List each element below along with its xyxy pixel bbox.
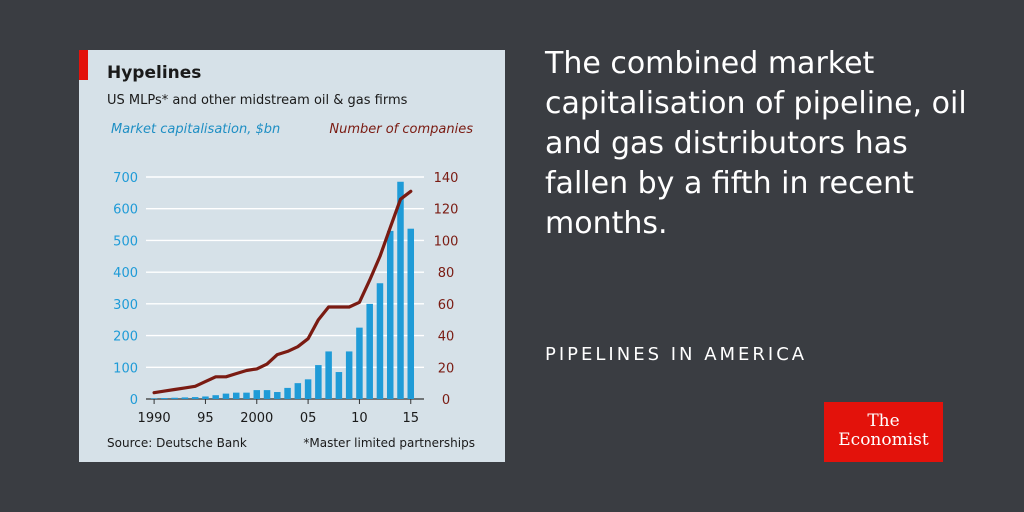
bar-market-cap <box>222 393 230 399</box>
right-tick-label: 120 <box>434 203 459 218</box>
left-tick-label: 400 <box>113 266 138 281</box>
left-tick-label: 300 <box>113 298 138 313</box>
left-axis-label: Market capitalisation, $bn <box>111 122 281 137</box>
left-tick-label: 600 <box>113 203 138 218</box>
chart-title: Hypelines <box>107 63 202 83</box>
footnote: *Master limited partnerships <box>303 436 475 450</box>
bar-market-cap <box>345 351 353 399</box>
x-tick-label: 05 <box>300 411 317 426</box>
bar-market-cap <box>243 392 250 399</box>
bar-market-cap <box>171 397 178 399</box>
line-number-of-companies <box>152 189 413 395</box>
right-tick-label: 20 <box>438 361 455 376</box>
x-tick-label: 95 <box>197 411 214 426</box>
chart-subtitle: US MLPs* and other midstream oil & gas f… <box>107 93 408 108</box>
kicker: PIPELINES IN AMERICA <box>545 344 808 365</box>
x-tick-label: 10 <box>351 411 368 426</box>
bar-market-cap <box>397 181 404 399</box>
bar-market-cap <box>294 383 302 399</box>
right-tick-label: 0 <box>442 393 450 408</box>
red-flag-mark <box>79 50 88 80</box>
bar-market-cap <box>407 228 415 399</box>
bar-market-cap <box>335 372 343 399</box>
bar-market-cap <box>274 392 281 399</box>
bar-market-cap <box>202 396 209 399</box>
bar-market-cap <box>304 379 312 399</box>
right-tick-label: 80 <box>438 266 455 281</box>
bar-market-cap <box>376 283 384 399</box>
source-note: Source: Deutsche Bank <box>107 436 247 450</box>
headline: The combined market capitalisation of pi… <box>545 46 967 241</box>
right-tick-label: 60 <box>438 298 455 313</box>
right-tick-label: 100 <box>434 234 459 249</box>
right-tick-label: 140 <box>434 171 459 186</box>
right-tick-label: 40 <box>438 330 455 345</box>
left-tick-label: 200 <box>113 330 138 345</box>
bar-market-cap <box>263 390 271 399</box>
right-axis-label: Number of companies <box>329 122 473 137</box>
left-tick-label: 0 <box>130 393 138 408</box>
bar-market-cap <box>356 327 363 399</box>
bar-market-cap <box>284 387 291 399</box>
left-tick-label: 500 <box>113 234 138 249</box>
chart-plot: 0 100 200 300 400 500 600 700 0 20 40 60 80 100 120 140… <box>113 171 459 426</box>
bar-market-cap <box>366 303 373 399</box>
bar-market-cap <box>150 398 158 399</box>
logo-line-1: The <box>867 411 900 431</box>
bar-market-cap <box>161 398 168 399</box>
x-tick-label: 1990 <box>138 411 171 426</box>
bar-market-cap <box>253 390 261 399</box>
bar-market-cap <box>181 397 189 399</box>
x-tick-label: 15 <box>402 411 419 426</box>
bar-market-cap <box>325 351 332 399</box>
logo-line-2: Economist <box>838 430 929 450</box>
chart-card: Hypelines US MLPs* and other midstream o… <box>79 50 505 462</box>
x-tick-label: 2000 <box>240 411 273 426</box>
economist-logo[interactable]: The Economist <box>824 402 943 462</box>
bar-market-cap <box>315 365 322 399</box>
left-tick-label: 700 <box>113 171 138 186</box>
bar-market-cap <box>386 230 394 399</box>
bar-market-cap <box>212 395 219 399</box>
bar-market-cap <box>232 392 240 399</box>
left-tick-label: 100 <box>113 361 138 376</box>
bar-market-cap <box>191 397 199 399</box>
